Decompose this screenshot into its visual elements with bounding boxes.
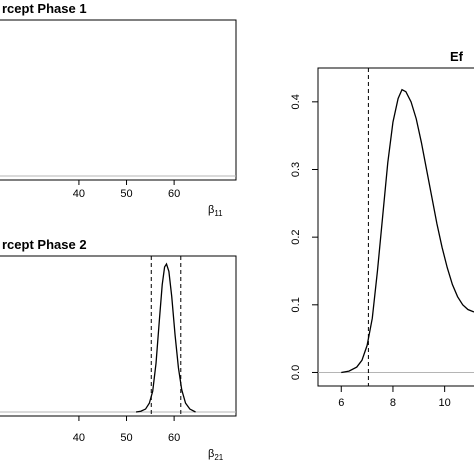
panel3-y-tick-label-0.1: 0.1 [290,297,302,312]
panel2-x-axis-label-main: β [208,448,214,460]
panel1-x-tick-label-60: 60 [168,188,180,200]
panel2-x-tick-label-40: 40 [73,432,85,444]
panel1-title: rcept Phase 1 [2,1,87,16]
panel3-y-tick-label-0.2: 0.2 [290,230,302,245]
panel2-x-tick-label-60: 60 [168,432,180,444]
panel3-y-axis: 0.0 0.1 0.2 0.3 0.4 [290,94,318,380]
panel2-marks [0,256,236,416]
panel3-x-tick-label-10: 10 [439,397,451,409]
panel3-density-curve [341,88,474,374]
panel3-x-tick-label-6: 6 [338,397,344,409]
panel2-x-axis-label-subscript: 21 [214,453,223,462]
panel3-y-tick-label-0.4: 0.4 [290,94,302,109]
panel2-density-curve [135,262,196,413]
panel1-x-axis-label: β11 [208,204,223,218]
panel1-x-tick-label-50: 50 [120,188,132,200]
panel2-x-axis-label: β21 [208,448,224,462]
panel1-x-tick-label-40: 40 [73,188,85,200]
panel2-plot-frame [0,255,237,417]
panel3-y-tick-label-0.0: 0.0 [290,365,302,380]
panel3-marks [318,68,474,386]
panel3-title: Ef [450,49,464,64]
panel3-x-axis: 6 8 10 [338,386,451,409]
panel1-x-axis-label-main: β [208,204,214,216]
panel1-plot-frame [0,19,237,181]
panel2-title: rcept Phase 2 [2,237,87,252]
panel1-x-axis: 40 50 60 [73,180,180,200]
panel3-x-tick-label-8: 8 [390,397,396,409]
panel-intercept-phase-2: rcept Phase 2 40 50 60 β21 [0,237,237,462]
panel2-x-axis: 40 50 60 [73,416,180,444]
panel3-plot-frame [317,67,474,387]
panel-effect: Ef 6 8 10 0.0 0.1 0.2 0.3 0.4 [290,49,474,409]
panel2-x-tick-label-50: 50 [120,432,132,444]
panel3-y-tick-label-0.3: 0.3 [290,162,302,177]
panel-intercept-phase-1: rcept Phase 1 40 50 60 β11 [0,1,237,218]
panel1-x-axis-label-subscript: 11 [214,209,223,218]
